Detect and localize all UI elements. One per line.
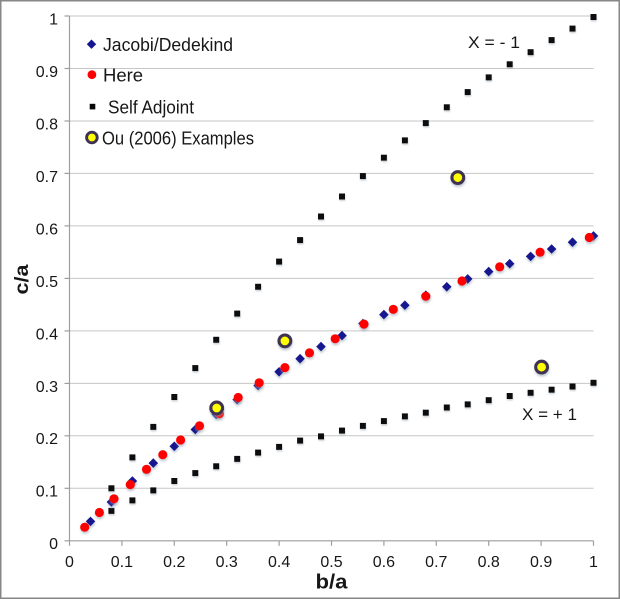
svg-text:0.8: 0.8	[36, 116, 58, 133]
svg-text:0.1: 0.1	[111, 554, 133, 571]
svg-text:0.4: 0.4	[268, 554, 290, 571]
svg-text:1: 1	[49, 11, 58, 28]
svg-text:0.9: 0.9	[530, 554, 552, 571]
svg-text:0.2: 0.2	[36, 431, 58, 448]
svg-text:0.3: 0.3	[36, 379, 58, 396]
svg-text:0.4: 0.4	[36, 326, 58, 343]
svg-text:0.2: 0.2	[163, 554, 185, 571]
svg-text:0.3: 0.3	[216, 554, 238, 571]
svg-text:X = - 1: X = - 1	[468, 33, 520, 52]
svg-text:0.8: 0.8	[478, 554, 500, 571]
svg-text:0.6: 0.6	[36, 221, 58, 238]
svg-text:0: 0	[65, 554, 74, 571]
svg-text:1: 1	[589, 554, 598, 571]
svg-text:0: 0	[49, 536, 58, 553]
svg-text:0.7: 0.7	[425, 554, 447, 571]
svg-text:Here: Here	[103, 65, 143, 86]
svg-text:c/a: c/a	[12, 264, 33, 294]
svg-text:X = + 1: X = + 1	[522, 405, 577, 424]
svg-text:b/a: b/a	[316, 572, 349, 594]
svg-text:0.9: 0.9	[36, 64, 58, 81]
svg-text:Jacobi/Dedekind: Jacobi/Dedekind	[103, 34, 233, 55]
svg-text:Self Adjoint: Self Adjoint	[108, 97, 194, 118]
svg-text:0.1: 0.1	[36, 484, 58, 501]
svg-text:Ou (2006) Examples: Ou (2006) Examples	[102, 128, 254, 149]
svg-text:0.5: 0.5	[320, 554, 342, 571]
svg-text:0.7: 0.7	[36, 169, 58, 186]
svg-text:0.5: 0.5	[36, 274, 58, 291]
svg-text:0.6: 0.6	[373, 554, 395, 571]
